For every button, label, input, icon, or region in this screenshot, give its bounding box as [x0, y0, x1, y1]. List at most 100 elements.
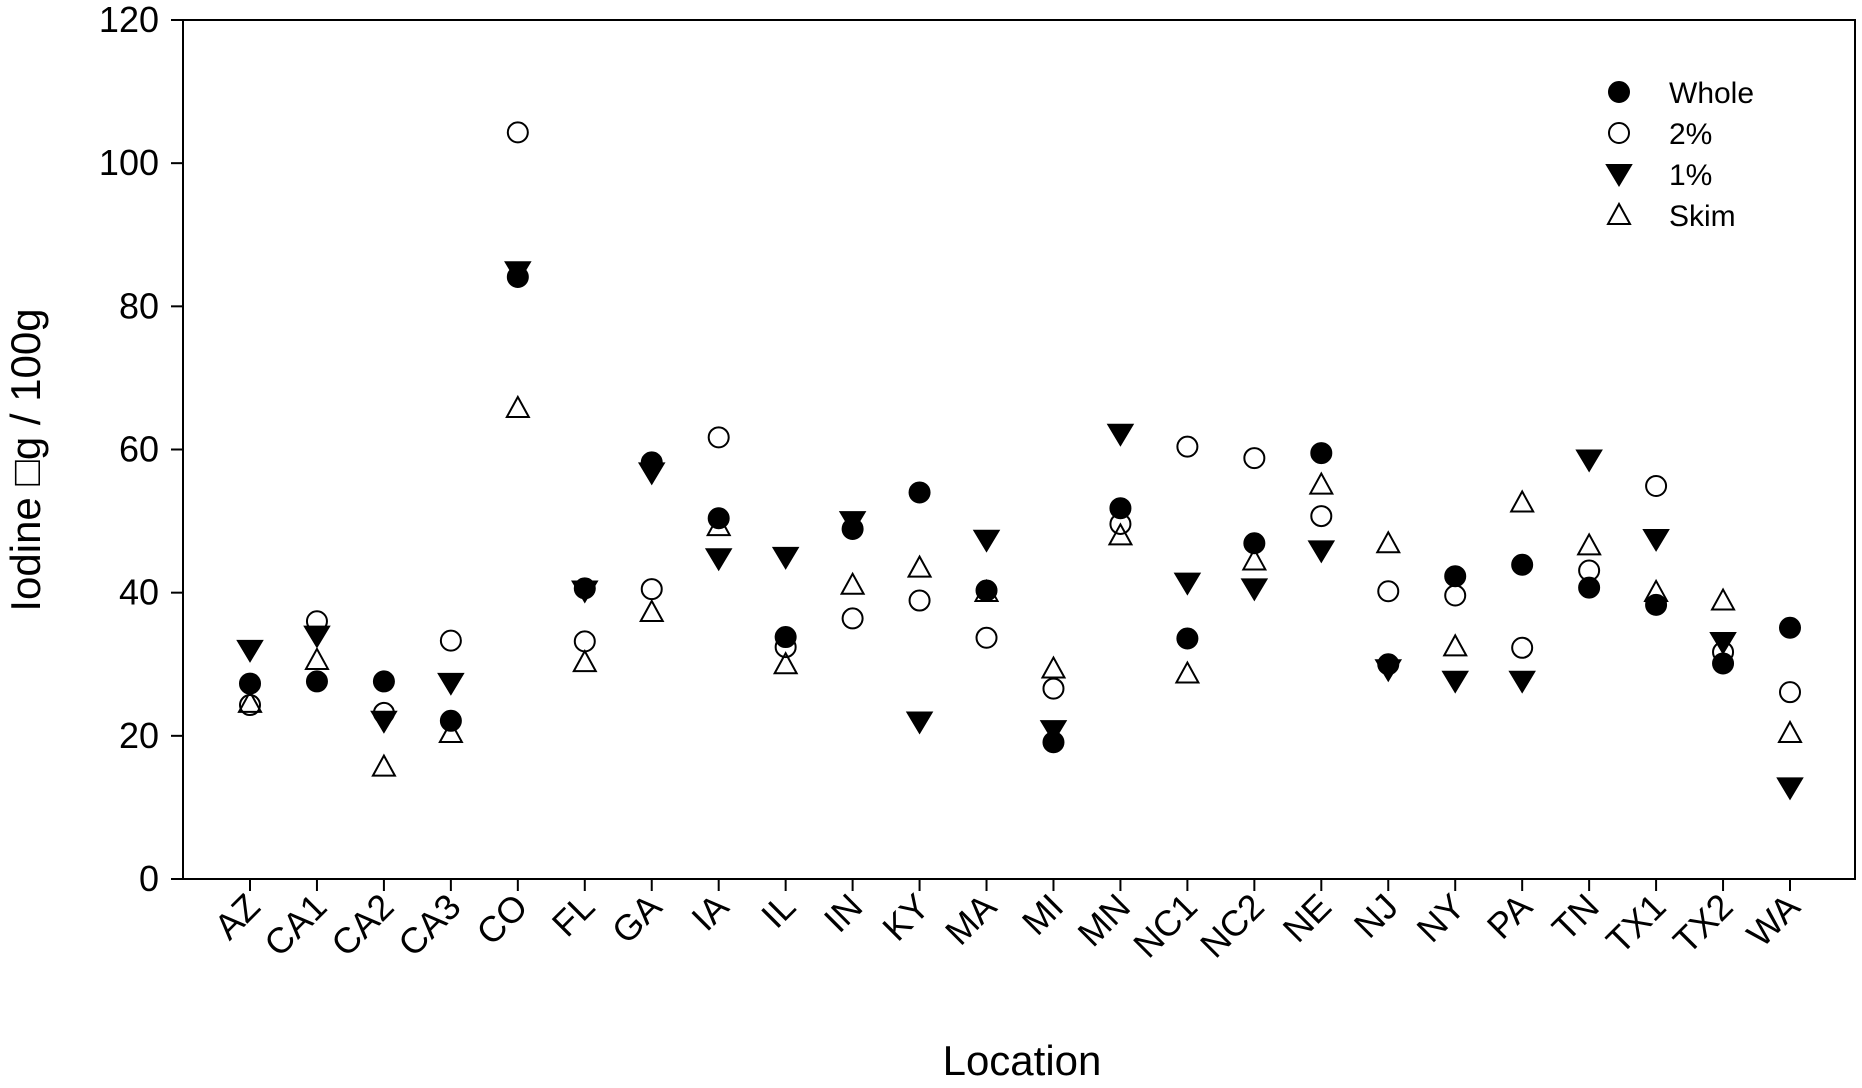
legend-label: 2% — [1669, 118, 1712, 151]
x-tick-label: TN — [1544, 886, 1607, 949]
data-point — [1243, 447, 1266, 470]
legend-label: Skim — [1669, 200, 1736, 233]
data-point — [771, 546, 800, 570]
data-point — [1444, 584, 1467, 607]
x-tick-label: KY — [874, 886, 937, 949]
data-point — [571, 580, 599, 604]
data-point — [1042, 677, 1065, 700]
x-tick-label: IA — [683, 886, 736, 939]
data-point — [838, 511, 867, 535]
legend-marker — [1608, 81, 1630, 103]
data-point — [1243, 532, 1266, 555]
x-axis-title: Location — [943, 1037, 1102, 1083]
legend: Whole 2% 1% Skim — [1605, 77, 1754, 233]
series-1 — [239, 265, 1801, 754]
data-point — [839, 571, 866, 595]
data-point — [1174, 660, 1201, 684]
data-point — [572, 649, 598, 673]
data-point — [906, 554, 933, 578]
data-point — [370, 710, 398, 734]
data-point — [975, 579, 998, 602]
data-point — [1176, 627, 1199, 650]
y-axis-title: Iodine □g / 100g — [2, 308, 49, 611]
data-point — [438, 719, 464, 743]
data-point — [1106, 423, 1135, 447]
data-point — [704, 548, 733, 572]
data-point — [304, 646, 330, 670]
data-point — [1643, 578, 1669, 602]
data-point — [1441, 670, 1469, 694]
legend-label: Whole — [1669, 77, 1754, 110]
plot-frame — [182, 19, 1856, 880]
data-point — [239, 694, 261, 717]
data-point — [975, 626, 998, 649]
data-point — [841, 607, 864, 630]
data-point — [1645, 593, 1668, 616]
data-point — [1578, 576, 1601, 599]
data-point — [908, 589, 931, 612]
x-tick-label: WA — [1739, 886, 1808, 955]
data-point — [1508, 670, 1536, 694]
y-tick-label: 80 — [119, 285, 159, 326]
series-4 — [237, 394, 1803, 777]
data-point — [973, 578, 1000, 602]
data-point — [1310, 505, 1333, 528]
data-point — [972, 529, 1001, 553]
data-point — [1241, 547, 1268, 571]
data-point — [439, 629, 462, 652]
data-point — [305, 670, 328, 693]
data-point — [1777, 719, 1803, 743]
data-point — [1307, 540, 1336, 564]
data-point — [506, 121, 529, 144]
data-point — [640, 578, 663, 601]
data-point — [1779, 616, 1801, 639]
data-point — [1109, 497, 1132, 520]
data-point — [1509, 489, 1535, 513]
data-point — [1645, 475, 1668, 498]
x-tick-label: CA2 — [323, 886, 402, 965]
legend-item: 2% — [1608, 118, 1712, 151]
y-tick-label: 0 — [139, 858, 159, 899]
x-tick-label: NC1 — [1125, 886, 1205, 966]
data-point — [1176, 435, 1199, 458]
data-point — [774, 636, 797, 659]
data-point — [1107, 522, 1134, 546]
data-point — [1039, 720, 1068, 744]
data-points — [236, 121, 1804, 801]
data-point — [1442, 633, 1468, 657]
data-point — [1710, 587, 1736, 611]
data-point — [1040, 655, 1067, 679]
data-point — [1310, 442, 1333, 465]
data-point — [1511, 636, 1534, 659]
series-2 — [239, 121, 1801, 724]
data-point — [1776, 777, 1804, 801]
x-tick-label: NJ — [1346, 886, 1406, 946]
series-3 — [236, 261, 1804, 801]
x-tick-label: NE — [1275, 886, 1339, 950]
x-tick-label: NC2 — [1192, 886, 1272, 966]
y-tick-label: 100 — [99, 142, 159, 183]
legend-item: Whole — [1608, 77, 1754, 110]
data-point — [707, 426, 730, 449]
legend-label: 1% — [1669, 159, 1712, 192]
data-point — [371, 753, 397, 777]
data-point — [1173, 572, 1202, 596]
data-point — [1642, 528, 1670, 552]
x-tick-label: MN — [1070, 886, 1139, 955]
y-tick-label: 40 — [119, 572, 159, 613]
x-tick-label: PA — [1479, 886, 1540, 947]
x-tick-label: GA — [604, 886, 670, 952]
data-point — [236, 639, 264, 663]
data-point — [905, 711, 934, 735]
data-point — [772, 651, 799, 675]
y-tick-label: 120 — [99, 0, 159, 40]
data-point — [1374, 659, 1403, 683]
data-point — [1575, 449, 1603, 473]
x-tick-label: NY — [1409, 886, 1473, 950]
x-tick-label: FL — [544, 886, 603, 945]
x-tick-label: CA1 — [256, 886, 335, 965]
data-point — [1511, 553, 1534, 576]
data-point — [437, 672, 465, 696]
